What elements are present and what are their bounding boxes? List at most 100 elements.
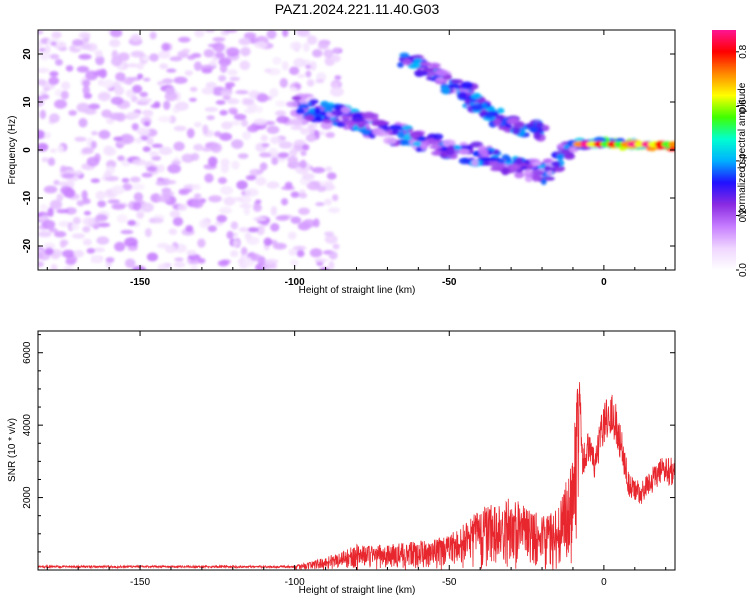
spectrogram-noise-cell [254, 41, 268, 49]
spectrogram-track-cell [440, 150, 448, 159]
spectrogram-noise-cell [59, 181, 69, 187]
spectrogram-noise-cell [328, 251, 338, 260]
spectrogram-noise-cell [137, 73, 144, 80]
spectrogram-noise-cell [173, 76, 188, 84]
spectrogram-noise-cell [49, 71, 59, 77]
spectrogram-noise-cell [197, 238, 206, 248]
spectrogram-noise-cell [326, 172, 337, 180]
spectrogram-noise-cell [38, 142, 49, 152]
spectrogram-track-cell [314, 106, 321, 115]
spectrogram-noise-cell [61, 81, 71, 91]
spectrogram-x-tick-label: -100 [285, 277, 305, 288]
spectrogram-noise-cell [168, 228, 178, 235]
spectrogram-track-cell [373, 119, 387, 127]
spectrogram-branch-cell [464, 98, 471, 105]
spectrogram-noise-cell [330, 87, 344, 97]
spectrogram-noise-cell [111, 49, 119, 60]
spectrogram-noise-cell [232, 239, 240, 247]
spectrogram-branch-cell [533, 132, 542, 140]
spectrogram-noise-cell [95, 190, 106, 201]
spectrogram-track-cell [417, 135, 426, 142]
spectrogram-noise-cell [157, 263, 168, 270]
colorbar-tick-label: 0.2 [738, 208, 749, 222]
spectrogram-noise-cell [83, 210, 92, 216]
spectrogram-noise-cell [178, 36, 191, 43]
spectrogram-noise-cell [130, 176, 141, 183]
spectrogram-noise-cell [238, 227, 249, 233]
spectrogram-track-cell [540, 178, 547, 185]
spectrogram-noise-cell [298, 192, 308, 199]
spectrogram-noise-cell [272, 56, 282, 65]
spectrogram-track-cell [331, 110, 343, 116]
spectrogram-noise-cell [56, 193, 64, 202]
spectrogram-noise-cell [287, 231, 297, 240]
spectrogram-noise-cell [117, 155, 125, 162]
spectrogram-noise-cell [103, 145, 114, 156]
spectrogram-noise-cell [82, 217, 95, 226]
spectrogram-noise-cell [245, 174, 257, 181]
spectrogram-track-cell [319, 110, 327, 117]
spectrogram-noise-cell [90, 140, 97, 149]
spectrogram-noise-cell [202, 124, 209, 135]
colorbar-gradient [712, 30, 736, 270]
spectrogram-track-cell [543, 165, 551, 172]
spectrogram-noise-cell [210, 142, 222, 153]
snr-panel: -150 -100 -50 0 2000 4000 6000 Height of stra… [7, 330, 676, 596]
spectrogram-noise-cell [43, 242, 56, 249]
spectrogram-branch-cell [484, 113, 494, 119]
spectrogram-noise-cell [307, 35, 318, 45]
spectrogram-noise-cell [233, 113, 247, 121]
spectrogram-branch-cell [414, 69, 427, 76]
snr-y-ticks: 2000 4000 6000 [22, 334, 675, 553]
spectrogram-noise-cell [142, 146, 151, 152]
spectrogram-noise-cell [76, 65, 90, 73]
spectrogram-noise-cell [139, 91, 149, 98]
spectrogram-noise-cell [65, 258, 76, 266]
snr-x-tick-label: -50 [442, 577, 457, 588]
spectrogram-noise-cell [239, 60, 251, 71]
spectrogram-noise-cell [244, 188, 259, 197]
spectrogram-noise-cell [49, 53, 60, 60]
spectrogram-noise-cell [332, 243, 340, 250]
spectrogram-noise-cell [284, 181, 293, 190]
spectrogram-branch-cell [422, 67, 435, 73]
spectrogram-noise-cell [84, 108, 97, 115]
spectrogram-noise-cell [186, 250, 197, 256]
spectrogram-noise-cell [54, 59, 63, 66]
spectrogram-noise-cell [173, 261, 186, 268]
spectrogram-branch-cell [471, 104, 483, 111]
spectrogram-noise-cell [78, 53, 92, 60]
spectrogram-noise-cell [218, 206, 233, 215]
spectrogram-noise-cell [146, 137, 154, 146]
spectrogram-noise-cell [229, 76, 241, 81]
spectrogram-noise-cell [149, 53, 159, 62]
spectrogram-track-cell [392, 127, 399, 136]
spectrogram-noise-cell [40, 94, 50, 100]
spectrogram-noise-cell [38, 30, 44, 35]
spectrogram-track-cell [546, 170, 553, 176]
spectrogram-noise-cell [57, 145, 64, 153]
spectrogram-noise-cell [190, 264, 198, 270]
spectrogram-noise-cell [95, 55, 105, 66]
spectrogram-noise-cell [143, 120, 151, 127]
spectrogram-noise-cell [334, 75, 342, 81]
spectrogram-noise-cell [171, 160, 182, 166]
spectrogram-noise-cell [328, 207, 341, 214]
spectrogram-noise-cell [127, 245, 138, 251]
spectrogram-noise-cell [289, 148, 298, 157]
spectrogram-track-cell [295, 107, 305, 115]
spectrogram-noise-cell [193, 61, 202, 71]
spectrogram-track-cell [563, 152, 576, 160]
spectrogram-noise-cell [238, 37, 251, 46]
snr-y-tick-label: 6000 [22, 341, 33, 364]
spectrogram-track-cell [291, 95, 302, 101]
spectrogram-noise-cell [43, 87, 50, 92]
spectrogram-noise-cell [306, 79, 315, 87]
spectrogram-track-cell [472, 151, 480, 157]
spectrogram-noise-cell [259, 152, 272, 158]
spectrogram-noise-cell [219, 132, 233, 141]
spectrogram-noise-cell [114, 241, 126, 252]
spectrogram-noise-cell [138, 97, 152, 103]
spectrogram-noise-cell [47, 157, 56, 166]
spectrogram-track-cell [569, 146, 579, 153]
